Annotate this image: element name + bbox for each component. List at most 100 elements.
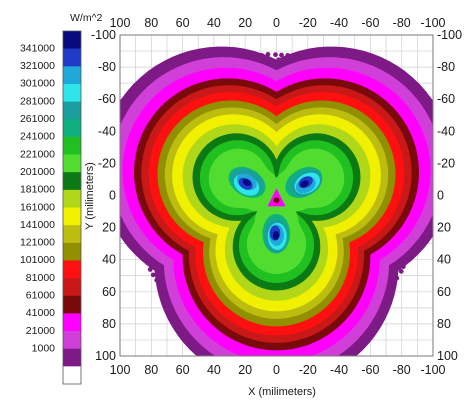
- colorbar-tick-label: 201000: [20, 166, 55, 178]
- x-tick-label: 20: [238, 363, 252, 377]
- y-tick-label: 40: [102, 253, 116, 267]
- x-tick-label: 40: [207, 363, 221, 377]
- colorbar-swatch: [63, 83, 81, 102]
- flux-hotspot: [272, 230, 280, 240]
- colorbar-swatch: [63, 242, 81, 261]
- y-tick-label: 60: [102, 285, 116, 299]
- colorbar-tick-label: 101000: [20, 254, 55, 266]
- y-ticks-left: -100 -80 -60 -40 -20 0 20 40 60 80 100: [91, 28, 116, 363]
- x-ticks-top: 100 80 60 40 20 0 -20 -40 -60 -80 -100: [110, 16, 446, 30]
- x-tick-label: -60: [361, 16, 379, 30]
- x-tick-label: -100: [420, 16, 445, 30]
- colorbar-swatch: [63, 66, 81, 85]
- colorbar-tick-label: 281000: [20, 95, 55, 107]
- colorbar-swatch: [63, 295, 81, 314]
- x-tick-label: 100: [110, 363, 131, 377]
- colorbar-tick-label: 341000: [20, 42, 55, 54]
- y-tick-label: 80: [437, 317, 451, 331]
- y-tick-label: -100: [437, 28, 462, 42]
- colorbar-swatch: [63, 172, 81, 191]
- colorbar-swatch: [63, 101, 81, 120]
- y-tick-label: -80: [437, 60, 455, 74]
- x-tick-label: 0: [273, 16, 280, 30]
- colorbar-tick-label: 221000: [20, 148, 55, 160]
- x-tick-label: 80: [144, 363, 158, 377]
- colorbar-tick-label: 241000: [20, 131, 55, 143]
- x-tick-label: 60: [176, 16, 190, 30]
- colorbar-swatch: [63, 136, 81, 155]
- x-tick-label: 100: [110, 16, 131, 30]
- colorbar-tick-label: 41000: [26, 307, 55, 319]
- plot-area: [119, 34, 434, 357]
- colorbar-tick-label: 21000: [26, 325, 55, 337]
- colorbar-tick-label: 141000: [20, 219, 55, 231]
- colorbar-swatch: [63, 48, 81, 67]
- center-core: [273, 197, 280, 204]
- x-tick-label: -20: [299, 16, 317, 30]
- y-tick-label: -20: [98, 156, 116, 170]
- flux-sample-dot: [398, 268, 404, 274]
- x-tick-label: 20: [238, 16, 252, 30]
- y-tick-label: 100: [95, 349, 116, 363]
- colorbar-swatch: [63, 348, 81, 367]
- colorbar-swatch: [63, 278, 81, 297]
- flux-hotspot: [300, 180, 309, 188]
- y-tick-label: -60: [437, 92, 455, 106]
- colorbar-swatch: [63, 260, 81, 279]
- flux-sample-dot: [279, 52, 284, 58]
- colorbar-swatch: [63, 331, 81, 349]
- x-tick-label: -20: [299, 363, 317, 377]
- x-tick-label: -80: [393, 363, 411, 377]
- heatmap-field: [120, 46, 433, 356]
- colorbar-swatch: [63, 366, 81, 385]
- flux-sample-dot: [273, 52, 278, 58]
- colorbar-swatch: [63, 189, 81, 208]
- colorbar-tick-label: 181000: [20, 184, 55, 196]
- y-tick-label: 20: [102, 221, 116, 235]
- y-tick-label: -40: [437, 124, 455, 138]
- colorbar-tick-label: 321000: [20, 60, 55, 72]
- colorbar: W/m^2 341000 321000 301000 281000 261000 2410…: [20, 12, 103, 385]
- x-tick-label: -60: [361, 363, 379, 377]
- y-tick-label: -100: [91, 28, 116, 42]
- y-tick-label: 60: [437, 285, 451, 299]
- colorbar-tick-label: 121000: [20, 237, 55, 249]
- y-tick-label: 0: [437, 189, 444, 203]
- colorbar-swatch: [63, 313, 81, 332]
- x-tick-label: 80: [144, 16, 158, 30]
- y-ticks-right: -100 -80 -60 -40 -20 0 20 40 60 80 100: [437, 28, 462, 363]
- x-tick-label: -80: [393, 16, 411, 30]
- colorbar-tick-label: 81000: [26, 272, 55, 284]
- y-tick-label: -20: [437, 156, 455, 170]
- y-tick-label: -60: [98, 92, 116, 106]
- colorbar-tick-label: 61000: [26, 290, 55, 302]
- plot-frame: [119, 34, 434, 357]
- x-ticks-bottom: 100 80 60 40 20 0 -20 -40 -60 -80 -100: [110, 363, 446, 377]
- colorbar-title: W/m^2: [70, 12, 103, 24]
- colorbar-swatch: [63, 31, 81, 49]
- flux-sample-dot: [150, 272, 156, 278]
- y-tick-label: 0: [109, 189, 116, 203]
- colorbar-tick-label: 301000: [20, 78, 55, 90]
- x-tick-label: -40: [330, 16, 348, 30]
- colorbar-tick-label: 161000: [20, 201, 55, 213]
- y-tick-label: 40: [437, 253, 451, 267]
- colorbar-swatch: [63, 154, 81, 173]
- y-tick-label: -80: [98, 60, 116, 74]
- y-axis-label: Y (milimeters): [84, 162, 96, 230]
- x-tick-label: 60: [176, 363, 190, 377]
- colorbar-swatch: [63, 119, 81, 138]
- x-tick-label: 40: [207, 16, 221, 30]
- colorbar-swatch: [63, 225, 81, 244]
- colorbar-tick-label: 1000: [32, 342, 56, 354]
- x-tick-label: -100: [420, 363, 445, 377]
- x-tick-label: 0: [273, 363, 280, 377]
- colorbar-tick-label: 261000: [20, 113, 55, 125]
- y-tick-label: 80: [102, 317, 116, 331]
- y-tick-label: 100: [437, 349, 458, 363]
- colorbar-swatches: [62, 30, 82, 385]
- flux-hotspot: [242, 178, 252, 186]
- x-axis-label: X (milimeters): [248, 386, 316, 398]
- colorbar-labels: 341000 321000 301000 281000 261000 241000 2210…: [20, 42, 55, 354]
